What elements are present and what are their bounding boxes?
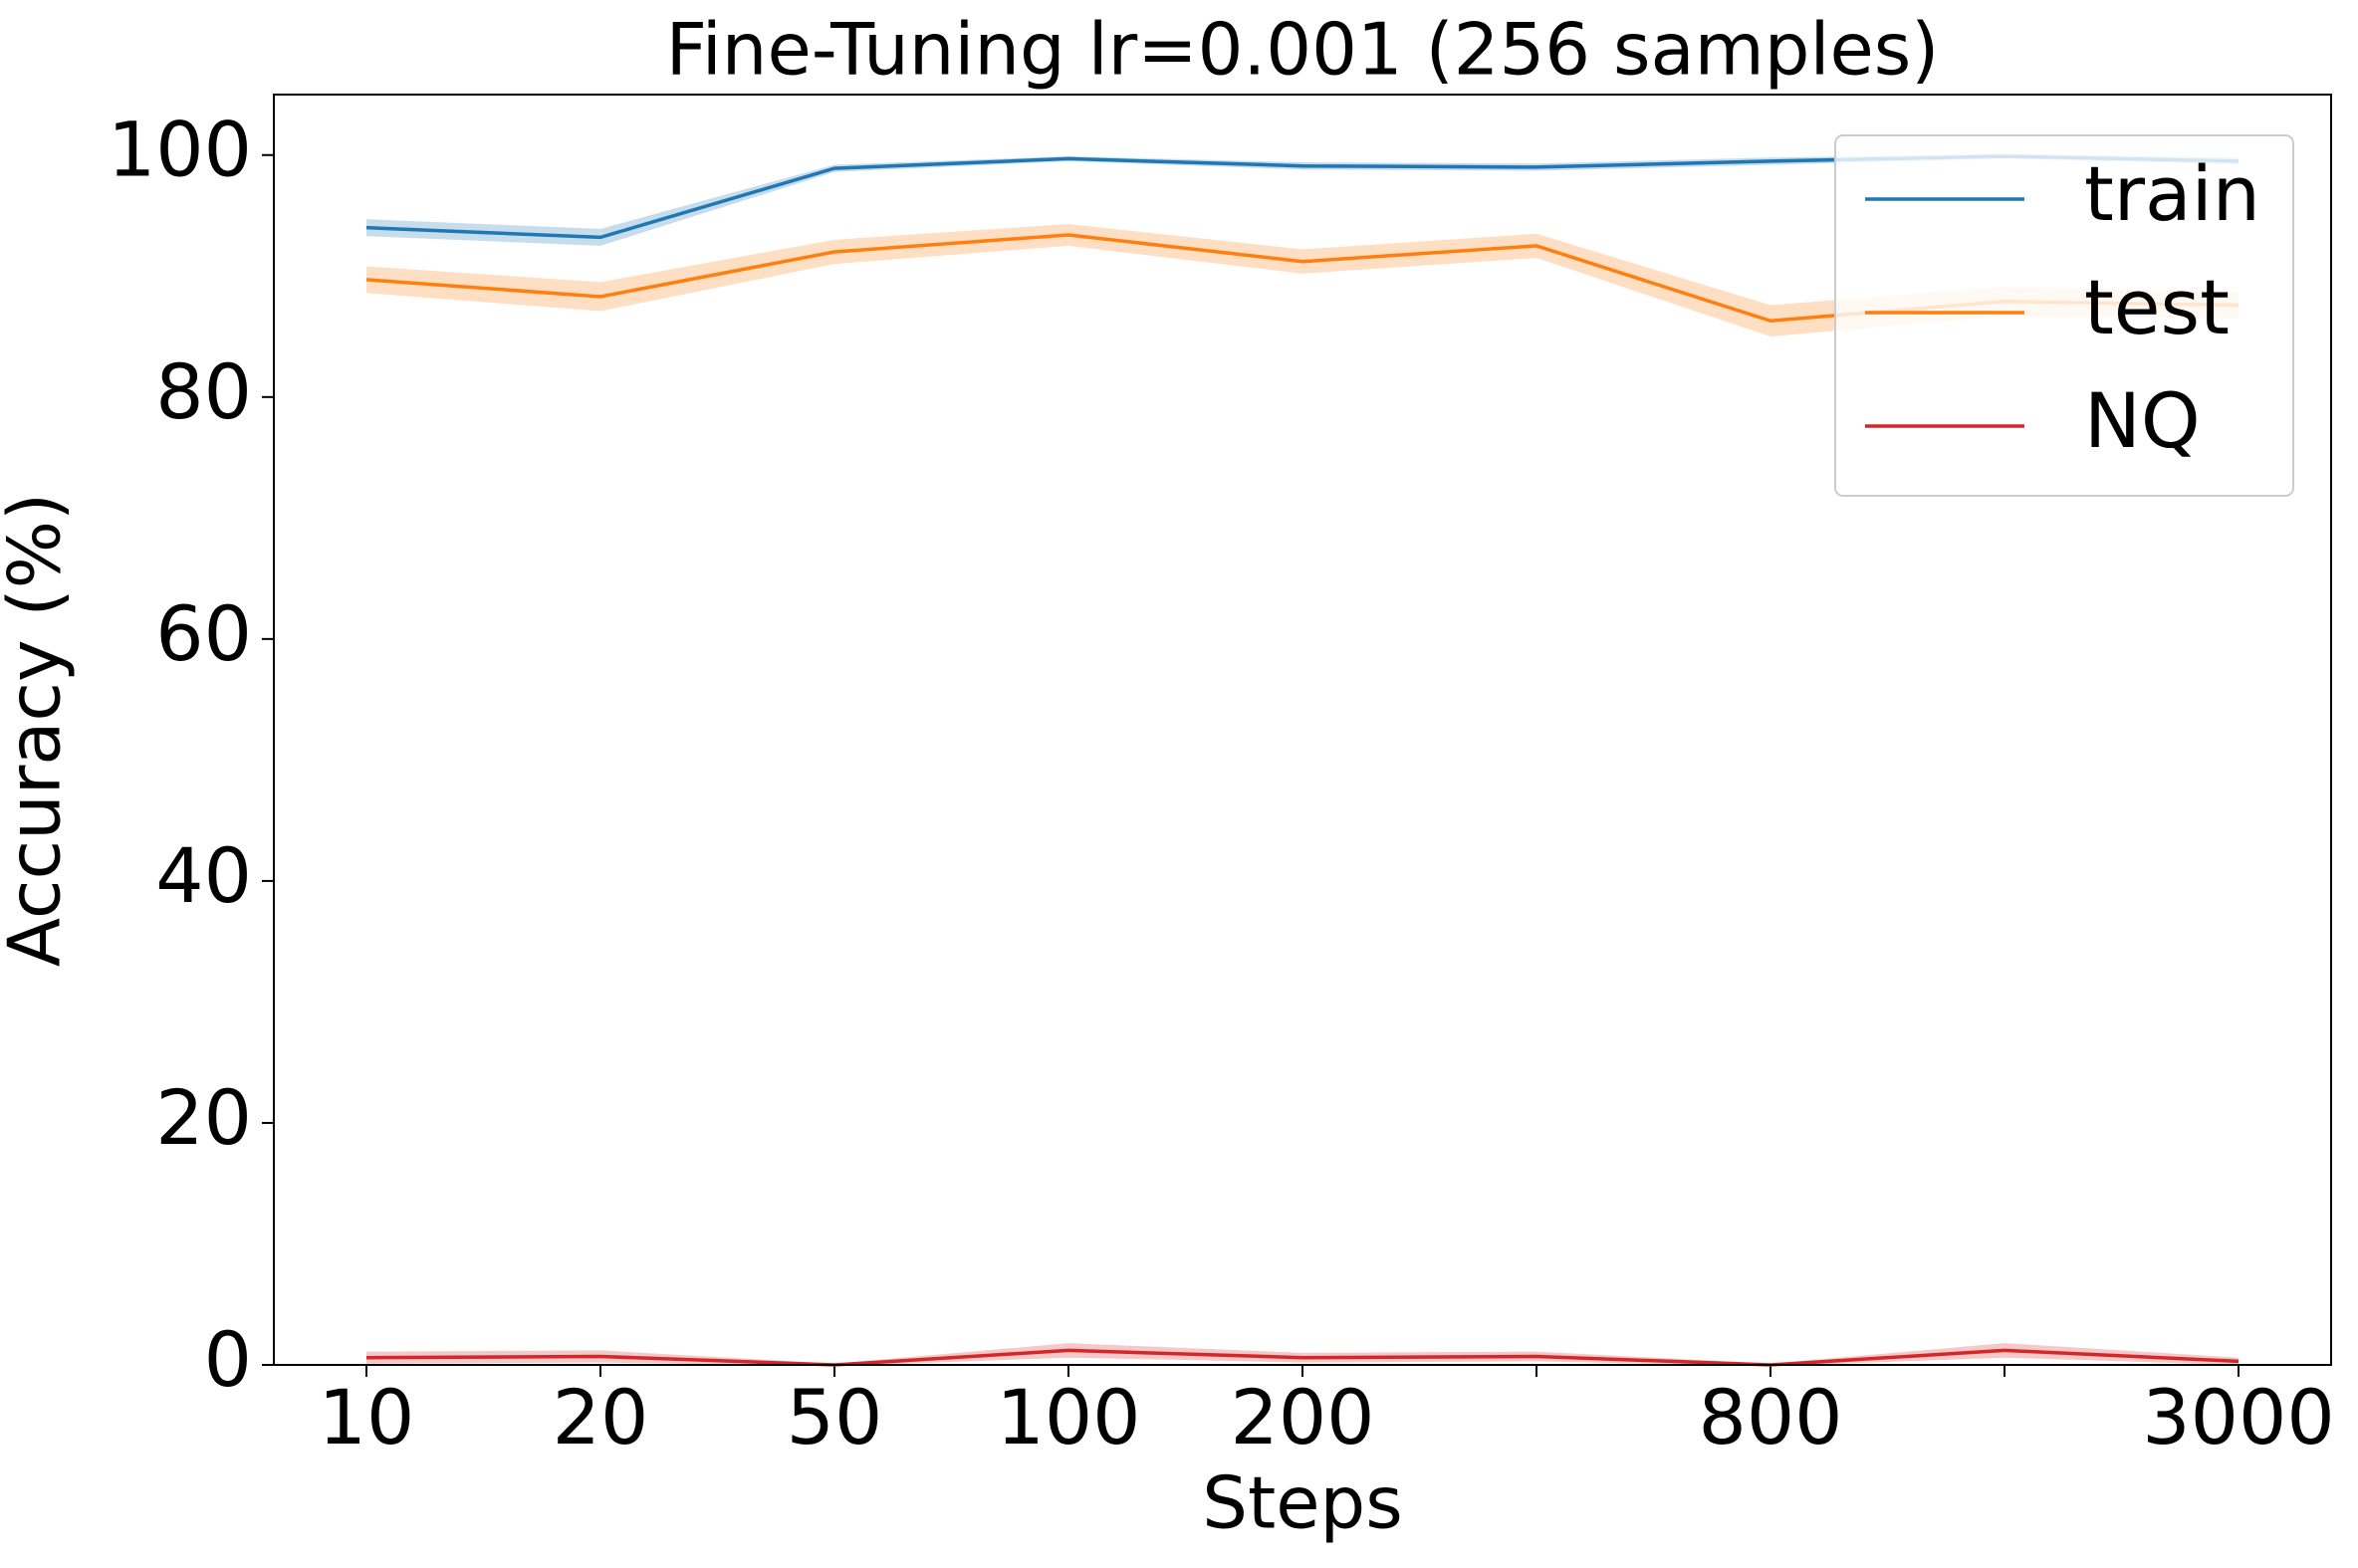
- x-tick-label: 50: [787, 1373, 883, 1461]
- plot-frame: [273, 94, 2332, 1366]
- y-tick-label: 40: [155, 831, 252, 920]
- y-axis-label: Accuracy (%): [0, 493, 77, 967]
- x-tick-label: 3000: [2142, 1373, 2334, 1461]
- x-tick-label: 200: [1230, 1373, 1374, 1461]
- series-line: [365, 1348, 2240, 1367]
- x-axis-label: Steps: [1202, 1461, 1402, 1545]
- x-tick-label: 20: [553, 1373, 649, 1461]
- legend-label: train: [2084, 149, 2260, 238]
- legend-label: test: [2084, 263, 2230, 351]
- y-tick-label: 60: [155, 589, 252, 678]
- chart-title: Fine-Tuning lr=0.001 (256 samples): [666, 8, 1940, 92]
- legend: train test NQ: [1834, 134, 2294, 497]
- x-tick-label: 800: [1698, 1373, 1842, 1461]
- x-tick-label: 10: [319, 1373, 415, 1461]
- y-tick-label: 0: [204, 1315, 252, 1404]
- y-tick-label: 100: [108, 106, 252, 194]
- legend-label: NQ: [2084, 376, 2201, 465]
- x-tick-label: 100: [996, 1373, 1140, 1461]
- y-tick-label: 80: [155, 347, 252, 436]
- legend-box: [1834, 134, 2294, 497]
- y-tick-label: 20: [155, 1073, 252, 1162]
- error-band: [366, 1343, 2239, 1367]
